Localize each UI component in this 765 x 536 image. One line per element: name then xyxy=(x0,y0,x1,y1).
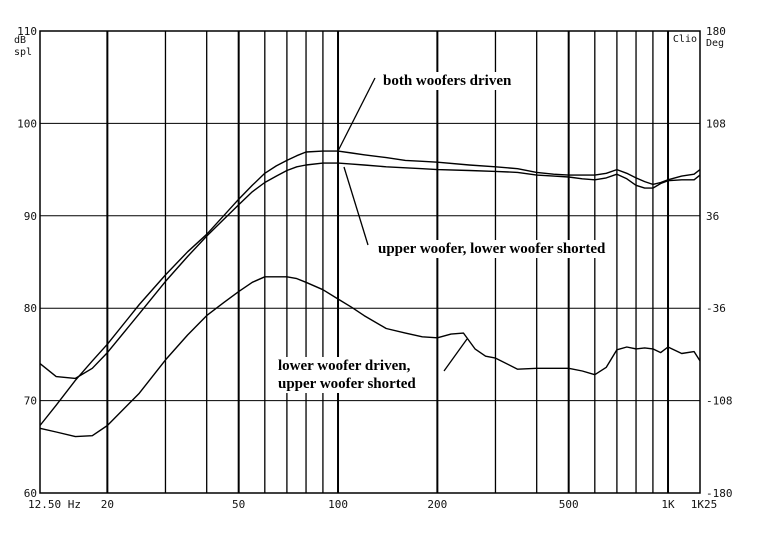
annotation-text: upper woofer shorted xyxy=(278,376,416,392)
annotation-leader-line xyxy=(343,166,369,246)
annotation: both woofers driven xyxy=(380,72,515,90)
y-tick-label: 100 xyxy=(17,117,37,130)
annotation: upper woofer, lower woofer shorted xyxy=(375,240,609,258)
x-tick-label: 1K25 xyxy=(691,498,718,511)
y2-tick-label: -36 xyxy=(706,302,726,315)
y-tick-label: 110 xyxy=(17,25,37,38)
x-tick-label: 1K xyxy=(661,498,675,511)
y2-tick-label: 180 xyxy=(706,25,726,38)
annotation-background xyxy=(275,357,420,393)
annotation-text: lower woofer driven, xyxy=(278,358,411,374)
annotation-text: both woofers driven xyxy=(383,73,512,89)
y-tick-label: 90 xyxy=(24,210,37,223)
tick-labels: 12.50 Hz 20 50 100 200 500 1K 1K25 60 70 80 90 100 11… xyxy=(17,25,732,511)
x-tick-label: 50 xyxy=(232,498,245,511)
x-tick-label: 20 xyxy=(101,498,114,511)
series-group xyxy=(39,150,701,438)
y-tick-label: 80 xyxy=(24,302,37,315)
annotation-leaders xyxy=(337,77,468,372)
series-line-upper_only xyxy=(39,162,701,380)
plot-frame xyxy=(39,30,701,494)
y-tick-label: 60 xyxy=(24,487,37,500)
y-unit-label: dB xyxy=(14,35,26,46)
annotation-background xyxy=(375,240,609,258)
annotation-leader-line xyxy=(337,77,376,152)
y2-tick-label: -180 xyxy=(706,487,733,500)
annotation: lower woofer driven, upper woofer shorted xyxy=(275,357,420,393)
x-tick-label: 100 xyxy=(328,498,348,511)
grid xyxy=(40,31,700,493)
series-line-both xyxy=(39,150,701,426)
y2-tick-label: 108 xyxy=(706,117,726,130)
annotation-background xyxy=(380,72,515,90)
y-tick-label: 70 xyxy=(24,395,37,408)
x-tick-label: 12.50 Hz xyxy=(28,498,81,511)
x-tick-label: 200 xyxy=(427,498,447,511)
annotation-leader-line xyxy=(443,338,468,372)
brand-label: Clio xyxy=(673,34,697,45)
annotations: both woofers driven upper woofer, lower w… xyxy=(275,72,609,393)
annotation-text: upper woofer, lower woofer shorted xyxy=(378,241,606,257)
x-tick-label: 500 xyxy=(559,498,579,511)
y2-unit-label: Deg xyxy=(706,38,724,49)
y2-tick-label: 36 xyxy=(706,210,719,223)
series-line-lower_only xyxy=(39,276,701,438)
y2-tick-label: -108 xyxy=(706,395,733,408)
y-unit-label: spl xyxy=(14,47,32,58)
